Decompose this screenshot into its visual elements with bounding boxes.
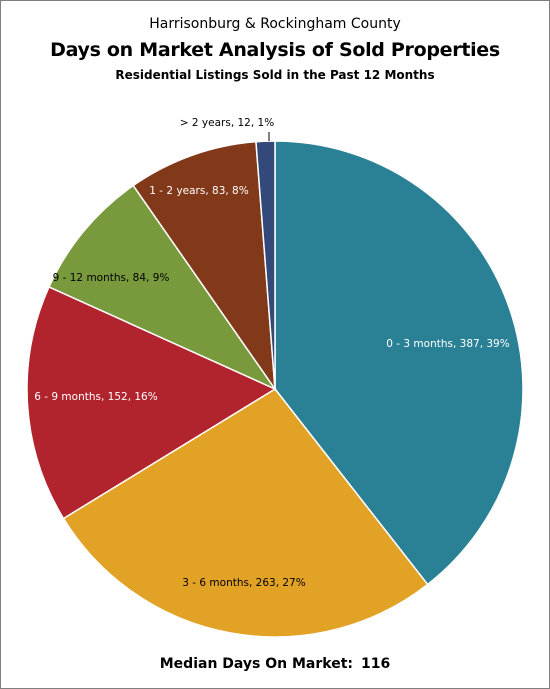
slice-data-label: 0 - 3 months, 387, 39% [386, 338, 509, 350]
median-days-footer: Median Days On Market: 116 [1, 656, 549, 672]
median-days-value: 116 [361, 656, 391, 672]
median-days-label: Median Days On Market: [159, 656, 354, 672]
slice-data-label: 1 - 2 years, 83, 8% [149, 185, 248, 197]
slice-data-label: 6 - 9 months, 152, 16% [34, 391, 157, 403]
chart-subtitle: Days on Market Analysis of Sold Properti… [50, 39, 500, 61]
chart-subsubtitle: Residential Listings Sold in the Past 12… [115, 68, 435, 82]
slice-data-label: 3 - 6 months, 263, 27% [182, 577, 305, 589]
slice-data-label: 9 - 12 months, 84, 9% [53, 272, 170, 284]
pie-outline [26, 140, 524, 638]
slice-data-label: > 2 years, 12, 1% [180, 117, 274, 129]
chart-title: Harrisonburg & Rockingham County [149, 16, 401, 32]
